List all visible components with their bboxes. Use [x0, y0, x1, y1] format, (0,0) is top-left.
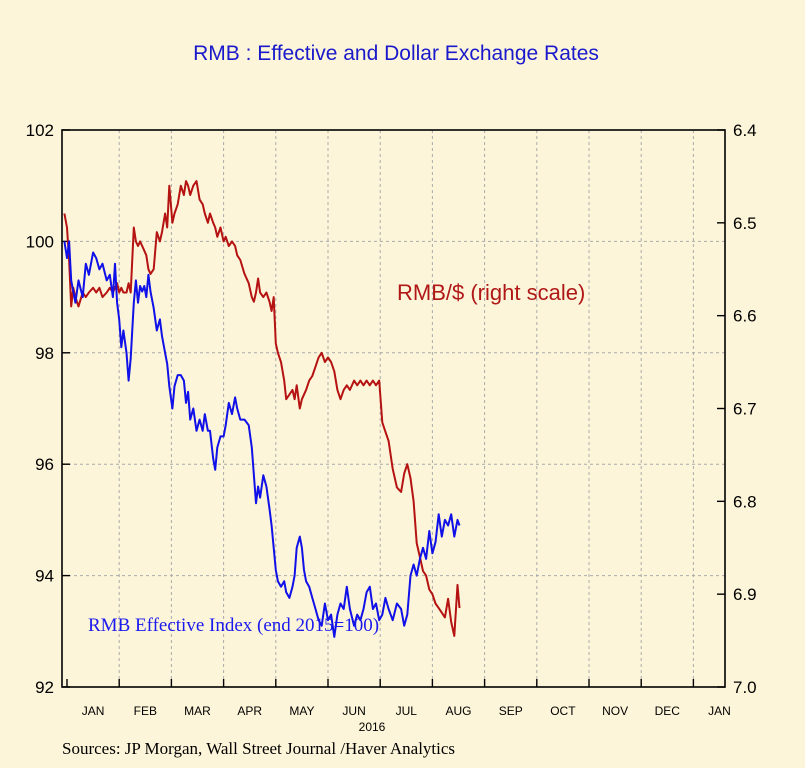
month-label: MAY — [289, 704, 314, 718]
right-axis-labels: 6.4 6.5 6.6 6.7 6.8 6.9 7.0 — [733, 121, 757, 697]
gridlines — [62, 130, 725, 687]
left-tick-label: 96 — [35, 455, 54, 474]
chart-title: RMB : Effective and Dollar Exchange Rate… — [193, 42, 599, 65]
month-label: FEB — [134, 704, 157, 718]
effective-index-annotation: RMB Effective Index (end 2015=100) — [88, 615, 379, 636]
month-label: SEP — [499, 704, 523, 718]
plot-frame — [61, 129, 726, 688]
right-tick-label: 6.4 — [733, 121, 757, 140]
source-note: Sources: JP Morgan, Wall Street Journal … — [62, 739, 455, 758]
year-label: 2016 — [359, 720, 386, 734]
right-tick-label: 7.0 — [733, 678, 757, 697]
x-axis-labels: JAN FEB MAR APR MAY JUN JUL AUG SEP OCT NOV DEC JAN — [82, 704, 731, 718]
month-label: JUN — [342, 704, 365, 718]
rmb-dollar-annotation: RMB/$ (right scale) — [397, 280, 585, 305]
left-tick-label: 102 — [26, 121, 54, 140]
month-label: JUL — [396, 704, 418, 718]
right-tick-label: 6.9 — [733, 585, 757, 604]
left-tick-label: 94 — [35, 567, 54, 586]
left-tick-label: 92 — [35, 678, 54, 697]
right-tick-label: 6.6 — [733, 307, 757, 326]
month-label: APR — [237, 704, 262, 718]
left-axis-labels: 92 94 96 98 100 102 — [26, 121, 54, 697]
axis-ticks — [62, 129, 725, 688]
series-rmb-per-dollar — [63, 180, 461, 637]
left-tick-label: 98 — [35, 344, 54, 363]
month-label: OCT — [550, 704, 576, 718]
month-label: JAN — [708, 704, 731, 718]
right-tick-label: 6.5 — [733, 214, 757, 233]
month-label: MAR — [184, 704, 211, 718]
month-label: DEC — [655, 704, 681, 718]
left-tick-label: 100 — [26, 232, 54, 251]
month-label: NOV — [602, 704, 628, 718]
series-rmb-effective-index — [63, 240, 461, 638]
right-tick-label: 6.7 — [733, 400, 757, 419]
month-label: JAN — [82, 704, 105, 718]
right-tick-label: 6.8 — [733, 492, 757, 511]
month-label: AUG — [445, 704, 471, 718]
